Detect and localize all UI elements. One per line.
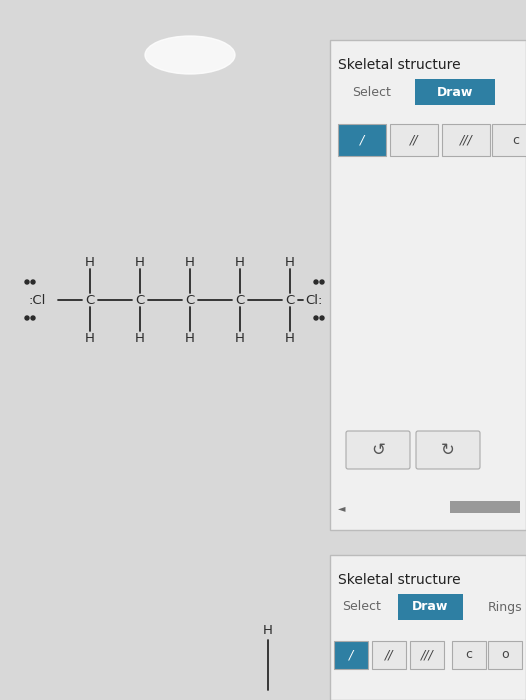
FancyBboxPatch shape: [372, 641, 406, 669]
Text: C: C: [235, 293, 245, 307]
Text: H: H: [235, 256, 245, 269]
Text: H: H: [85, 332, 95, 344]
Text: c: c: [466, 648, 472, 662]
Text: C: C: [85, 293, 95, 307]
Text: H: H: [285, 256, 295, 269]
Text: //: //: [385, 648, 393, 662]
Circle shape: [25, 316, 29, 320]
FancyBboxPatch shape: [390, 124, 438, 156]
FancyBboxPatch shape: [410, 641, 444, 669]
Text: H: H: [135, 332, 145, 344]
Text: H: H: [235, 332, 245, 344]
Text: //: //: [410, 134, 418, 146]
FancyBboxPatch shape: [346, 431, 410, 469]
Circle shape: [314, 316, 318, 320]
Text: :Cl: :Cl: [28, 293, 45, 307]
Text: ///: ///: [460, 134, 472, 146]
Text: Draw: Draw: [437, 85, 473, 99]
Text: Rings: Rings: [488, 601, 523, 613]
FancyBboxPatch shape: [398, 594, 463, 620]
Circle shape: [320, 316, 324, 320]
Text: Skeletal structure: Skeletal structure: [338, 573, 461, 587]
Circle shape: [314, 280, 318, 284]
FancyBboxPatch shape: [488, 641, 522, 669]
Text: /: /: [349, 648, 353, 662]
FancyBboxPatch shape: [452, 641, 486, 669]
Circle shape: [320, 280, 324, 284]
FancyBboxPatch shape: [334, 641, 368, 669]
Text: H: H: [185, 332, 195, 344]
FancyBboxPatch shape: [330, 40, 526, 530]
FancyBboxPatch shape: [338, 124, 386, 156]
Text: c: c: [512, 134, 520, 146]
Text: H: H: [185, 256, 195, 269]
Circle shape: [25, 280, 29, 284]
FancyBboxPatch shape: [450, 501, 520, 513]
Text: Cl:: Cl:: [305, 293, 322, 307]
Text: H: H: [85, 256, 95, 269]
Circle shape: [31, 316, 35, 320]
Circle shape: [31, 280, 35, 284]
FancyBboxPatch shape: [330, 555, 526, 700]
Ellipse shape: [145, 36, 235, 74]
FancyBboxPatch shape: [492, 124, 526, 156]
Text: Draw: Draw: [412, 601, 449, 613]
Text: Select: Select: [342, 601, 381, 613]
FancyBboxPatch shape: [442, 124, 490, 156]
Text: o: o: [501, 648, 509, 662]
Text: C: C: [185, 293, 195, 307]
Text: H: H: [135, 256, 145, 269]
Text: /: /: [360, 134, 364, 146]
Text: H: H: [263, 624, 273, 636]
FancyBboxPatch shape: [415, 79, 495, 105]
Text: Select: Select: [352, 85, 391, 99]
FancyBboxPatch shape: [416, 431, 480, 469]
Text: C: C: [286, 293, 295, 307]
Text: C: C: [135, 293, 145, 307]
Text: Skeletal structure: Skeletal structure: [338, 58, 461, 72]
Text: ◄: ◄: [338, 503, 346, 513]
Text: ↻: ↻: [441, 441, 455, 459]
Text: ↺: ↺: [371, 441, 385, 459]
Text: H: H: [285, 332, 295, 344]
Text: ///: ///: [421, 648, 433, 662]
